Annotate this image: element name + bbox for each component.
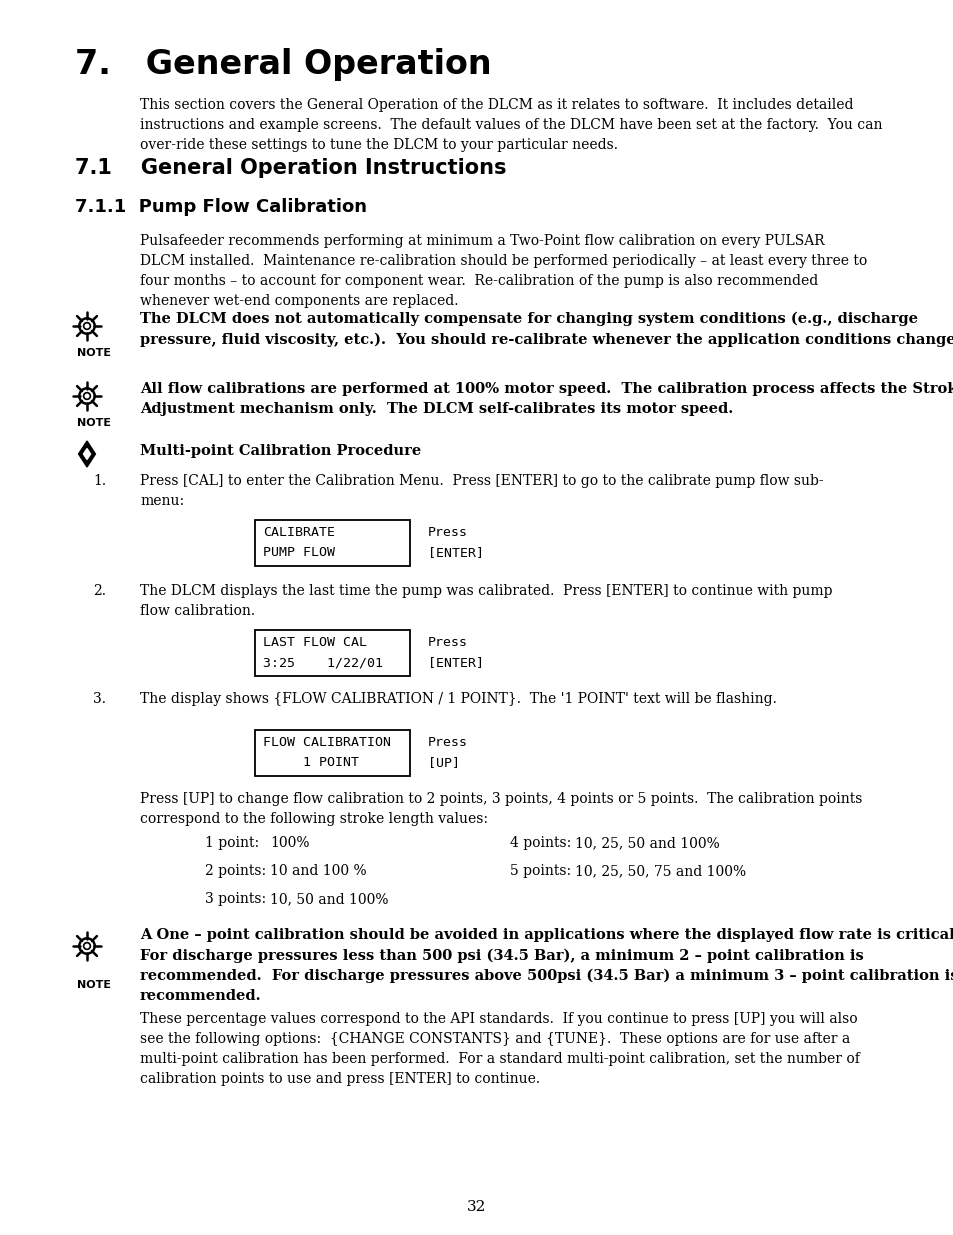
Text: 2 points:: 2 points: xyxy=(205,864,266,878)
FancyBboxPatch shape xyxy=(254,630,410,676)
FancyBboxPatch shape xyxy=(254,520,410,566)
Text: 3:25    1/22/01: 3:25 1/22/01 xyxy=(263,656,382,669)
Text: 7.   General Operation: 7. General Operation xyxy=(75,48,491,82)
Text: NOTE: NOTE xyxy=(77,417,111,429)
Polygon shape xyxy=(83,448,91,459)
Text: 3 points:: 3 points: xyxy=(205,892,266,906)
Circle shape xyxy=(85,394,89,398)
Text: 3.: 3. xyxy=(92,692,106,706)
Text: LAST FLOW CAL: LAST FLOW CAL xyxy=(263,636,367,650)
Text: 1 point:: 1 point: xyxy=(205,836,259,850)
Text: A One – point calibration should be avoided in applications where the displayed : A One – point calibration should be avoi… xyxy=(140,927,953,1003)
Text: [UP]: [UP] xyxy=(428,756,459,769)
Text: 1.: 1. xyxy=(92,474,106,488)
Text: 2.: 2. xyxy=(92,584,106,598)
Text: 1 POINT: 1 POINT xyxy=(263,756,358,769)
Text: Pulsafeeder recommends performing at minimum a Two-Point flow calibration on eve: Pulsafeeder recommends performing at min… xyxy=(140,233,866,309)
Circle shape xyxy=(85,324,89,329)
Text: Press: Press xyxy=(428,636,468,650)
Text: The display shows {FLOW CALIBRATION / 1 POINT}.  The '1 POINT' text will be flas: The display shows {FLOW CALIBRATION / 1 … xyxy=(140,692,776,706)
Text: 10, 50 and 100%: 10, 50 and 100% xyxy=(270,892,388,906)
Text: 5 points:: 5 points: xyxy=(510,864,571,878)
Text: CALIBRATE: CALIBRATE xyxy=(263,526,335,538)
Text: Press [CAL] to enter the Calibration Menu.  Press [ENTER] to go to the calibrate: Press [CAL] to enter the Calibration Men… xyxy=(140,474,822,508)
FancyBboxPatch shape xyxy=(254,730,410,776)
Text: The DLCM displays the last time the pump was calibrated.  Press [ENTER] to conti: The DLCM displays the last time the pump… xyxy=(140,584,832,618)
Text: Press: Press xyxy=(428,526,468,538)
Text: [ENTER]: [ENTER] xyxy=(428,546,483,559)
Text: 4 points:: 4 points: xyxy=(510,836,571,850)
Text: 10, 25, 50 and 100%: 10, 25, 50 and 100% xyxy=(575,836,719,850)
Text: 32: 32 xyxy=(467,1200,486,1214)
Text: These percentage values correspond to the API standards.  If you continue to pre: These percentage values correspond to th… xyxy=(140,1011,859,1086)
Text: PUMP FLOW: PUMP FLOW xyxy=(263,546,335,559)
Text: 7.1.1  Pump Flow Calibration: 7.1.1 Pump Flow Calibration xyxy=(75,198,367,216)
Text: 100%: 100% xyxy=(270,836,309,850)
Text: 7.1    General Operation Instructions: 7.1 General Operation Instructions xyxy=(75,158,506,178)
Text: This section covers the General Operation of the DLCM as it relates to software.: This section covers the General Operatio… xyxy=(140,98,882,152)
Text: [ENTER]: [ENTER] xyxy=(428,656,483,669)
Text: All flow calibrations are performed at 100% motor speed.  The calibration proces: All flow calibrations are performed at 1… xyxy=(140,382,953,416)
Text: Press: Press xyxy=(428,736,468,748)
Circle shape xyxy=(84,942,91,950)
Circle shape xyxy=(84,322,91,330)
Text: NOTE: NOTE xyxy=(77,981,111,990)
Text: The DLCM does not automatically compensate for changing system conditions (e.g.,: The DLCM does not automatically compensa… xyxy=(140,312,953,347)
Text: FLOW CALIBRATION: FLOW CALIBRATION xyxy=(263,736,391,748)
Text: 10 and 100 %: 10 and 100 % xyxy=(270,864,366,878)
Text: Press [UP] to change flow calibration to 2 points, 3 points, 4 points or 5 point: Press [UP] to change flow calibration to… xyxy=(140,792,862,826)
Circle shape xyxy=(84,393,91,399)
Text: NOTE: NOTE xyxy=(77,348,111,358)
Polygon shape xyxy=(78,441,95,467)
Circle shape xyxy=(85,944,89,948)
Text: Multi-point Calibration Procedure: Multi-point Calibration Procedure xyxy=(140,445,421,458)
Text: 10, 25, 50, 75 and 100%: 10, 25, 50, 75 and 100% xyxy=(575,864,745,878)
